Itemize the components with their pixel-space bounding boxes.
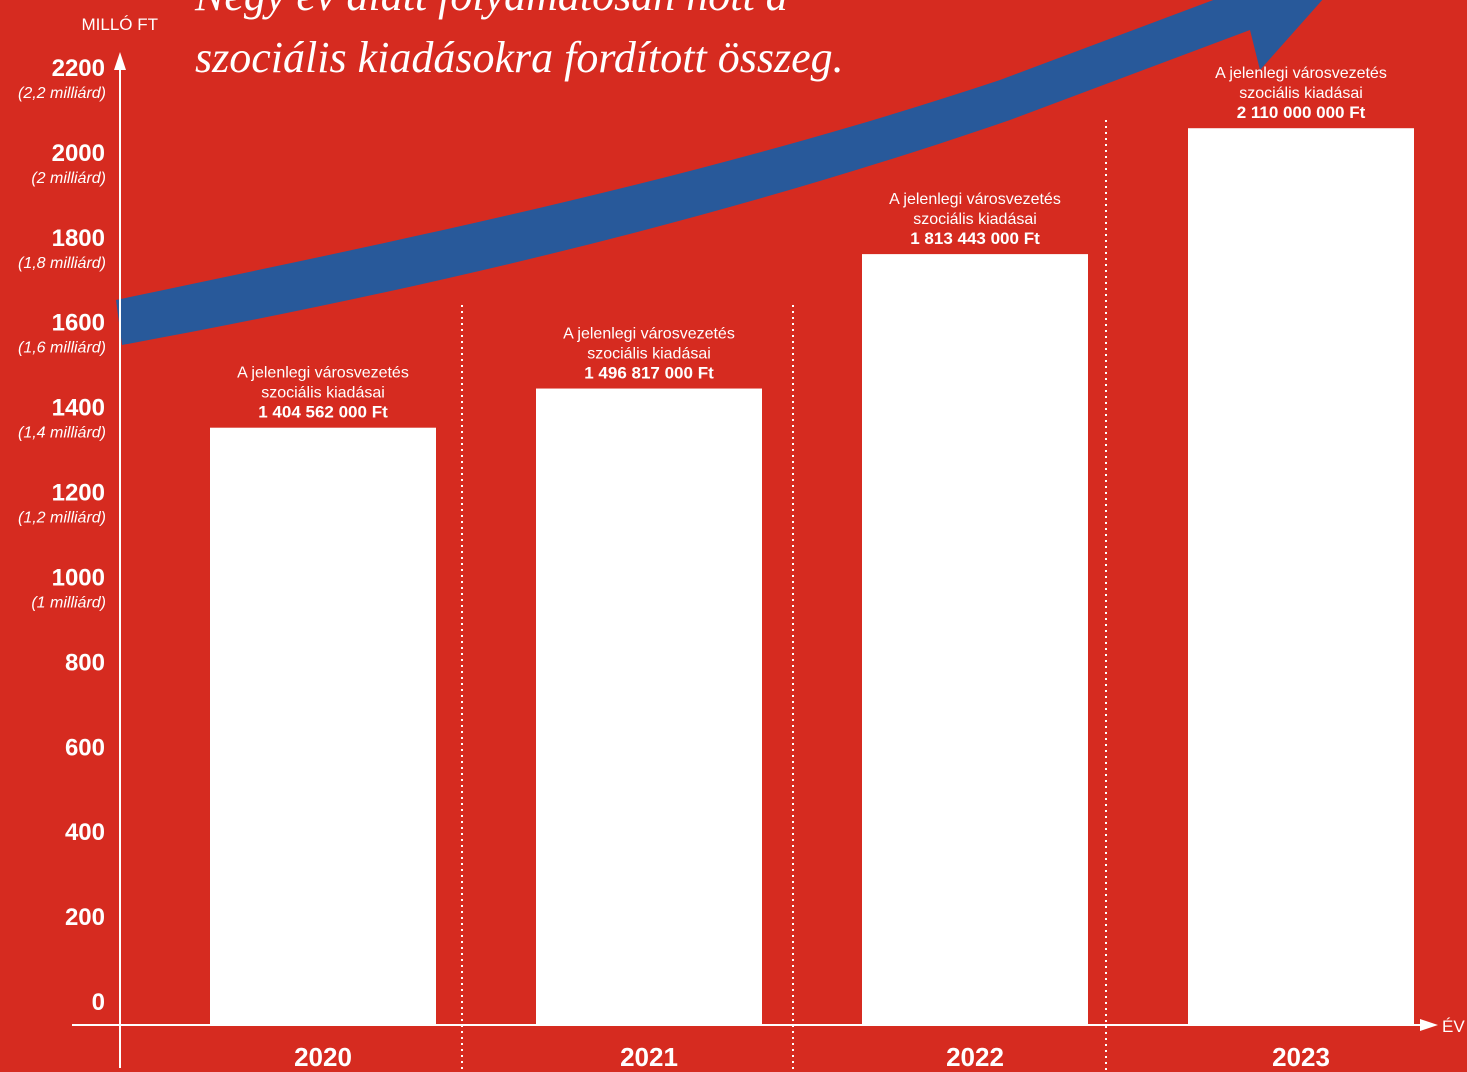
y-tick-sublabel: (2,2 milliárd) xyxy=(18,85,106,102)
trend-arrow xyxy=(116,0,1323,345)
y-tick-label: 1000 xyxy=(52,564,105,591)
y-tick-label: 1600 xyxy=(52,310,105,337)
y-tick-sublabel: (1,8 milliárd) xyxy=(18,255,106,272)
bar xyxy=(1188,128,1414,1024)
y-tick-sublabel: (2 milliárd) xyxy=(31,170,106,187)
value-label: 2 110 000 000 Ft xyxy=(1237,103,1366,122)
bar-group xyxy=(210,128,1414,1024)
y-tick-label: 1400 xyxy=(52,395,105,422)
bar-caption: szociális kiadásai xyxy=(913,211,1037,228)
y-tick-sublabel: (1,4 milliárd) xyxy=(18,425,106,442)
x-tick-label: 2023 xyxy=(1272,1042,1330,1072)
y-tick-sublabel: (1,6 milliárd) xyxy=(18,340,106,357)
y-tick-label: 600 xyxy=(65,734,105,761)
y-tick-sublabel: (1 milliárd) xyxy=(31,594,106,611)
y-tick-label: 400 xyxy=(65,819,105,846)
bar-caption: A jelenlegi városvezetés xyxy=(237,365,409,382)
y-tick-label: 0 xyxy=(92,989,105,1016)
value-label: 1 404 562 000 Ft xyxy=(258,403,388,422)
x-tick-label: 2020 xyxy=(294,1042,352,1072)
title-line: Négy év alatt folyamatosan nőtt a xyxy=(194,0,788,20)
x-tick-label: 2021 xyxy=(620,1042,678,1072)
y-axis-arrow xyxy=(114,52,126,70)
bar xyxy=(536,388,762,1024)
value-label: 1 496 817 000 Ft xyxy=(584,364,714,383)
y-tick-label: 2200 xyxy=(52,55,105,82)
bar xyxy=(862,254,1088,1024)
bar-caption: A jelenlegi városvezetés xyxy=(563,326,735,343)
value-label: 1 813 443 000 Ft xyxy=(910,229,1040,248)
x-axis-label: ÉV xyxy=(1442,1017,1465,1036)
bar-caption: szociális kiadásai xyxy=(261,385,385,402)
y-tick-label: 2000 xyxy=(52,140,105,167)
bar xyxy=(210,427,436,1024)
bar-caption: A jelenlegi városvezetés xyxy=(889,191,1061,208)
bar-caption: A jelenlegi városvezetés xyxy=(1215,65,1387,82)
y-tick-label: 1200 xyxy=(52,480,105,507)
y-tick-label: 200 xyxy=(65,904,105,931)
x-tick-label: 2022 xyxy=(946,1042,1004,1072)
y-tick-label: 1800 xyxy=(52,225,105,252)
y-axis-label: MILLÓ FT xyxy=(81,15,158,34)
title-line: szociális kiadásokra fordított összeg. xyxy=(195,33,844,82)
y-tick-sublabel: (1,2 milliárd) xyxy=(18,510,106,527)
bar-caption: szociális kiadásai xyxy=(1239,85,1363,102)
x-axis-arrow xyxy=(1420,1019,1438,1031)
bar-caption: szociális kiadásai xyxy=(587,346,711,363)
y-tick-label: 800 xyxy=(65,649,105,676)
